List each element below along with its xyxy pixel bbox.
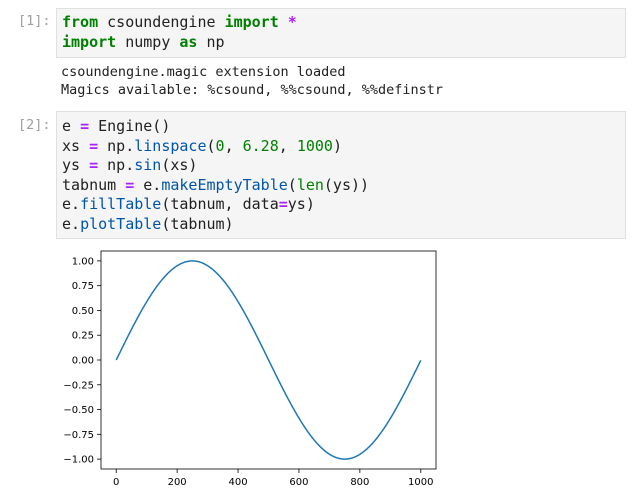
code-token: * bbox=[287, 13, 297, 31]
code-token: np. bbox=[98, 156, 135, 175]
code-input[interactable]: e = Engine() xs = np.linspace(0, 6.28, 1… bbox=[56, 111, 626, 239]
code-line: from csoundengine import * bbox=[57, 13, 625, 33]
code-token: len bbox=[296, 175, 324, 194]
code-token: fillTable bbox=[80, 195, 162, 214]
code-input[interactable]: from csoundengine import * import numpy … bbox=[56, 8, 626, 58]
x-tick-label: 600 bbox=[289, 477, 308, 488]
y-tick-label: 1.00 bbox=[72, 256, 94, 267]
code-token: e. bbox=[134, 175, 162, 194]
y-tick-label: 0.75 bbox=[72, 281, 94, 292]
sine-series-line bbox=[115, 260, 422, 460]
code-token: linspace bbox=[134, 136, 207, 155]
x-tick-label: 0 bbox=[113, 477, 119, 488]
code-token: e bbox=[62, 117, 81, 135]
code-line: xs = np.linspace(0, 6.28, 1000) bbox=[57, 137, 625, 157]
code-token: numpy bbox=[116, 32, 180, 51]
code-token: csoundengine bbox=[98, 13, 225, 31]
output-line: csoundengine.magic extension loaded bbox=[61, 64, 346, 80]
code-line: import numpy as np bbox=[57, 33, 625, 53]
y-tick-label: −0.75 bbox=[63, 430, 94, 441]
code-token: e. bbox=[62, 195, 81, 214]
code-token: plotTable bbox=[80, 214, 162, 233]
code-token: = bbox=[125, 175, 135, 194]
code-token: ( bbox=[287, 175, 297, 194]
code-token: = bbox=[89, 156, 99, 175]
code-token: (ys)) bbox=[323, 175, 370, 194]
code-token: makeEmptyTable bbox=[161, 175, 288, 194]
code-token: Engine() bbox=[89, 117, 171, 135]
y-tick-label: −1.00 bbox=[63, 455, 94, 466]
cell-prompt: [2]: bbox=[18, 117, 51, 133]
x-tick-label: 200 bbox=[168, 477, 187, 488]
code-line: e.fillTable(tabnum, data=ys) bbox=[57, 195, 625, 215]
code-token: , bbox=[224, 136, 243, 155]
y-tick-label: −0.25 bbox=[63, 380, 94, 391]
code-token: ys bbox=[62, 156, 90, 175]
code-token: , bbox=[278, 136, 297, 155]
code-token: ) bbox=[332, 136, 342, 155]
plot-frame bbox=[100, 250, 437, 470]
y-tick-label: −0.50 bbox=[63, 405, 94, 416]
code-token: import bbox=[224, 13, 279, 31]
y-tick-label: 0.00 bbox=[72, 356, 94, 367]
code-token: np. bbox=[98, 136, 135, 155]
code-line: tabnum = e.makeEmptyTable(len(ys)) bbox=[57, 176, 625, 196]
code-token: = bbox=[80, 117, 90, 135]
code-token: = bbox=[89, 136, 99, 155]
code-line: ys = np.sin(xs) bbox=[57, 156, 625, 176]
code-token: (xs) bbox=[161, 156, 198, 175]
code-token: = bbox=[278, 195, 288, 214]
code-token: 6.28 bbox=[242, 136, 279, 155]
code-token: 1000 bbox=[296, 136, 333, 155]
code-token: ys) bbox=[287, 195, 315, 214]
code-token: ( bbox=[206, 136, 216, 155]
output-line: Magics available: %csound, %%csound, %%d… bbox=[61, 82, 444, 98]
code-token: e. bbox=[62, 214, 81, 233]
code-token: xs bbox=[62, 136, 90, 155]
code-token: (tabnum) bbox=[161, 214, 234, 233]
code-line: e.plotTable(tabnum) bbox=[57, 215, 625, 235]
code-token: from bbox=[62, 13, 99, 31]
y-tick-label: 0.25 bbox=[72, 331, 94, 342]
x-tick-label: 800 bbox=[350, 477, 369, 488]
x-tick-label: 400 bbox=[228, 477, 247, 488]
code-token: import bbox=[62, 32, 117, 51]
x-tick-label: 1000 bbox=[408, 477, 433, 488]
code-token: as bbox=[179, 32, 198, 51]
code-token: 0 bbox=[215, 136, 225, 155]
code-token: np bbox=[197, 32, 225, 51]
code-token: tabnum bbox=[62, 175, 126, 194]
x-axis-ticks: 0 200 400 600 800 1000 bbox=[113, 469, 433, 488]
cell-prompt: [1]: bbox=[18, 13, 51, 29]
y-axis-ticks: 1.00 0.75 0.50 0.25 0.00 −0.25 −0.50 −0.75 −1.00 bbox=[63, 256, 101, 466]
code-token: (tabnum, data bbox=[161, 195, 279, 214]
code-token: sin bbox=[134, 156, 162, 175]
code-token bbox=[279, 13, 288, 31]
code-line: e = Engine() bbox=[57, 117, 625, 137]
y-tick-label: 0.50 bbox=[72, 306, 94, 317]
